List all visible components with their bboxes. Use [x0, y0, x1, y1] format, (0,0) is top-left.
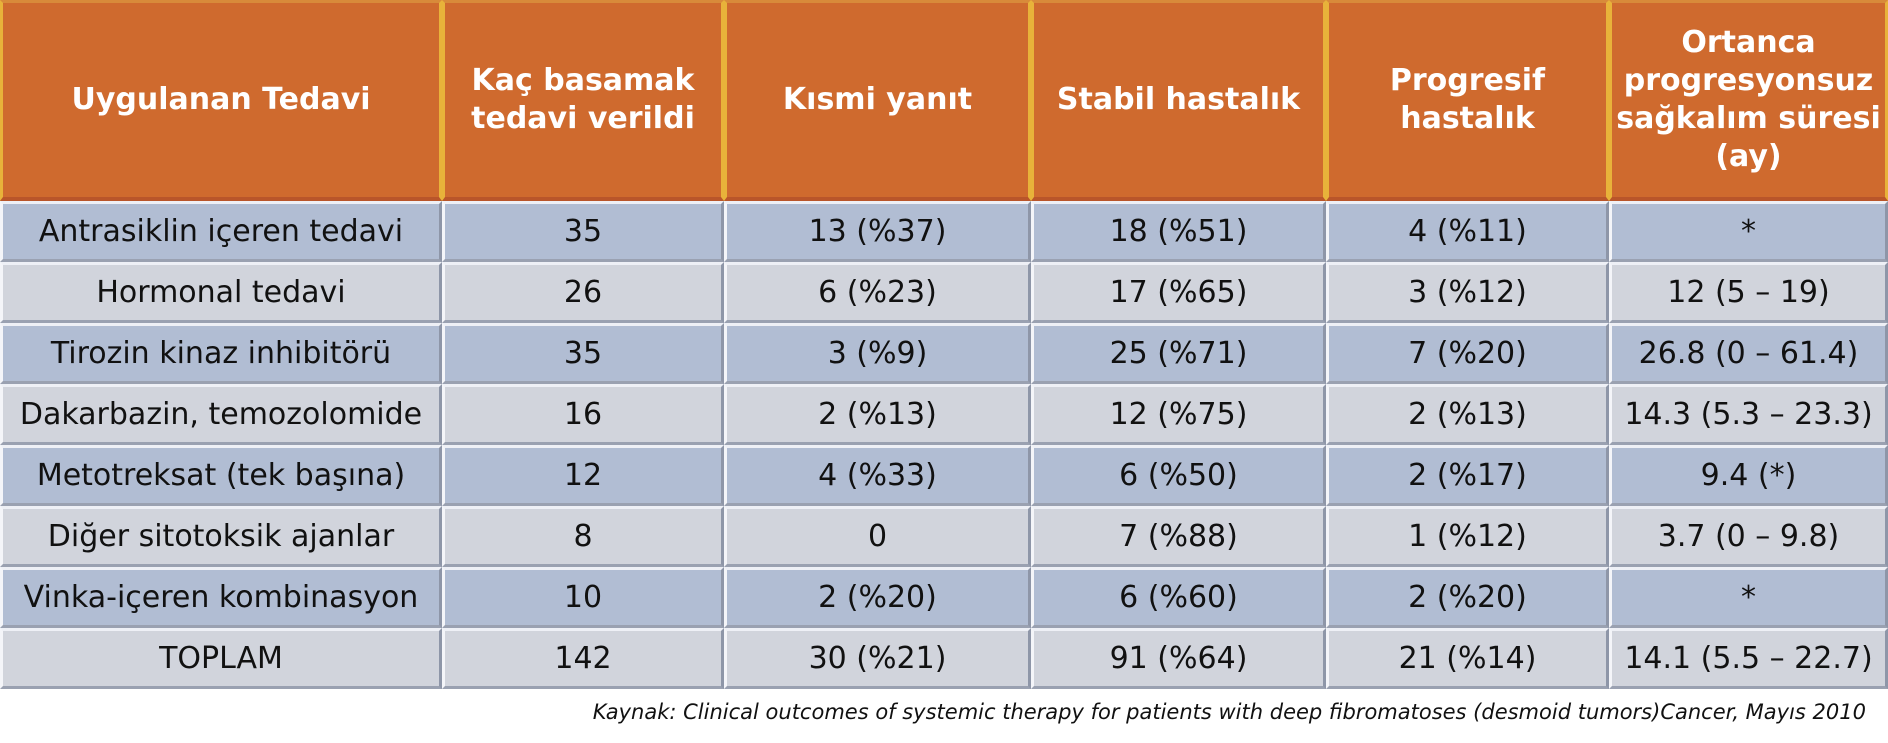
- treatment-cell: TOPLAM: [0, 628, 442, 689]
- partial-response-cell: 0: [724, 506, 1031, 567]
- lines-cell: 35: [442, 201, 724, 262]
- progressive-disease-cell: 4 (%11): [1326, 201, 1609, 262]
- source-note: Kaynak: Clinical outcomes of systemic th…: [592, 700, 1866, 724]
- table-row: Metotreksat (tek başına) 12 4 (%33) 6 (%50)…: [0, 445, 1888, 506]
- treatment-cell: Tirozin kinaz inhibitörü: [0, 323, 442, 384]
- stable-disease-cell: 17 (%65): [1031, 262, 1326, 323]
- median-pfs-cell: 14.1 (5.5 – 22.7): [1609, 628, 1888, 689]
- lines-cell: 12: [442, 445, 724, 506]
- median-pfs-cell: 12 (5 – 19): [1609, 262, 1888, 323]
- stable-disease-cell: 6 (%60): [1031, 567, 1326, 628]
- partial-response-cell: 3 (%9): [724, 323, 1031, 384]
- treatment-cell: Vinka-içeren kombinasyon: [0, 567, 442, 628]
- progressive-disease-cell: 21 (%14): [1326, 628, 1609, 689]
- table-row: Dakarbazin, temozolomide 16 2 (%13) 12 (%75…: [0, 384, 1888, 445]
- partial-response-cell: 4 (%33): [724, 445, 1031, 506]
- progressive-disease-cell: 7 (%20): [1326, 323, 1609, 384]
- treatment-cell: Hormonal tedavi: [0, 262, 442, 323]
- progressive-disease-cell: 1 (%12): [1326, 506, 1609, 567]
- median-pfs-cell: *: [1609, 567, 1888, 628]
- treatment-cell: Metotreksat (tek başına): [0, 445, 442, 506]
- partial-response-cell: 2 (%13): [724, 384, 1031, 445]
- table-row: Tirozin kinaz inhibitörü 35 3 (%9) 25 (%71)…: [0, 323, 1888, 384]
- median-pfs-cell: 3.7 (0 – 9.8): [1609, 506, 1888, 567]
- column-header-median-pfs: Ortanca progresyonsuz sağkalım süresi (a…: [1609, 0, 1888, 201]
- lines-cell: 26: [442, 262, 724, 323]
- median-pfs-cell: 9.4 (*): [1609, 445, 1888, 506]
- partial-response-cell: 2 (%20): [724, 567, 1031, 628]
- lines-cell: 16: [442, 384, 724, 445]
- treatment-cell: Diğer sitotoksik ajanlar: [0, 506, 442, 567]
- column-header-progressive-disease: Progresif hastalık: [1326, 0, 1609, 201]
- table-row: Hormonal tedavi 26 6 (%23) 17 (%65) 3 (%12) 1…: [0, 262, 1888, 323]
- lines-cell: 10: [442, 567, 724, 628]
- header-row: Uygulanan Tedavi Kaç basamak tedavi veri…: [0, 0, 1888, 201]
- progressive-disease-cell: 2 (%13): [1326, 384, 1609, 445]
- stable-disease-cell: 6 (%50): [1031, 445, 1326, 506]
- progressive-disease-cell: 2 (%20): [1326, 567, 1609, 628]
- table-row: Vinka-içeren kombinasyon 10 2 (%20) 6 (%60)…: [0, 567, 1888, 628]
- treatment-cell: Antrasiklin içeren tedavi: [0, 201, 442, 262]
- median-pfs-cell: 14.3 (5.3 – 23.3): [1609, 384, 1888, 445]
- column-header-stable-disease: Stabil hastalık: [1031, 0, 1326, 201]
- stable-disease-cell: 7 (%88): [1031, 506, 1326, 567]
- lines-cell: 142: [442, 628, 724, 689]
- progressive-disease-cell: 3 (%12): [1326, 262, 1609, 323]
- table-row: Antrasiklin içeren tedavi 35 13 (%37) 18 (%…: [0, 201, 1888, 262]
- partial-response-cell: 30 (%21): [724, 628, 1031, 689]
- column-header-lines: Kaç basamak tedavi verildi: [442, 0, 724, 201]
- median-pfs-cell: *: [1609, 201, 1888, 262]
- table-row: TOPLAM 142 30 (%21) 91 (%64) 21 (%14) 14.1 (5…: [0, 628, 1888, 689]
- lines-cell: 35: [442, 323, 724, 384]
- lines-cell: 8: [442, 506, 724, 567]
- table-body: Antrasiklin içeren tedavi 35 13 (%37) 18 (%…: [0, 201, 1888, 689]
- partial-response-cell: 6 (%23): [724, 262, 1031, 323]
- progressive-disease-cell: 2 (%17): [1326, 445, 1609, 506]
- column-header-treatment: Uygulanan Tedavi: [0, 0, 442, 201]
- column-header-partial-response: Kısmi yanıt: [724, 0, 1031, 201]
- results-table: Uygulanan Tedavi Kaç basamak tedavi veri…: [0, 0, 1888, 689]
- stable-disease-cell: 91 (%64): [1031, 628, 1326, 689]
- table-row: Diğer sitotoksik ajanlar 8 0 7 (%88) 1 (%12)…: [0, 506, 1888, 567]
- stable-disease-cell: 25 (%71): [1031, 323, 1326, 384]
- partial-response-cell: 13 (%37): [724, 201, 1031, 262]
- median-pfs-cell: 26.8 (0 – 61.4): [1609, 323, 1888, 384]
- stable-disease-cell: 18 (%51): [1031, 201, 1326, 262]
- treatment-cell: Dakarbazin, temozolomide: [0, 384, 442, 445]
- stable-disease-cell: 12 (%75): [1031, 384, 1326, 445]
